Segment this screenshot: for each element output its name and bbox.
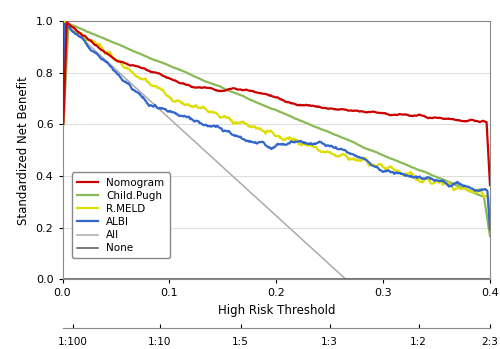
Legend: Nomogram, Child.Pugh, R.MELD, ALBI, All, None: Nomogram, Child.Pugh, R.MELD, ALBI, All,… bbox=[72, 172, 170, 259]
X-axis label: High Risk Threshold: High Risk Threshold bbox=[218, 304, 335, 317]
Y-axis label: Standardized Net Benefit: Standardized Net Benefit bbox=[17, 76, 30, 224]
